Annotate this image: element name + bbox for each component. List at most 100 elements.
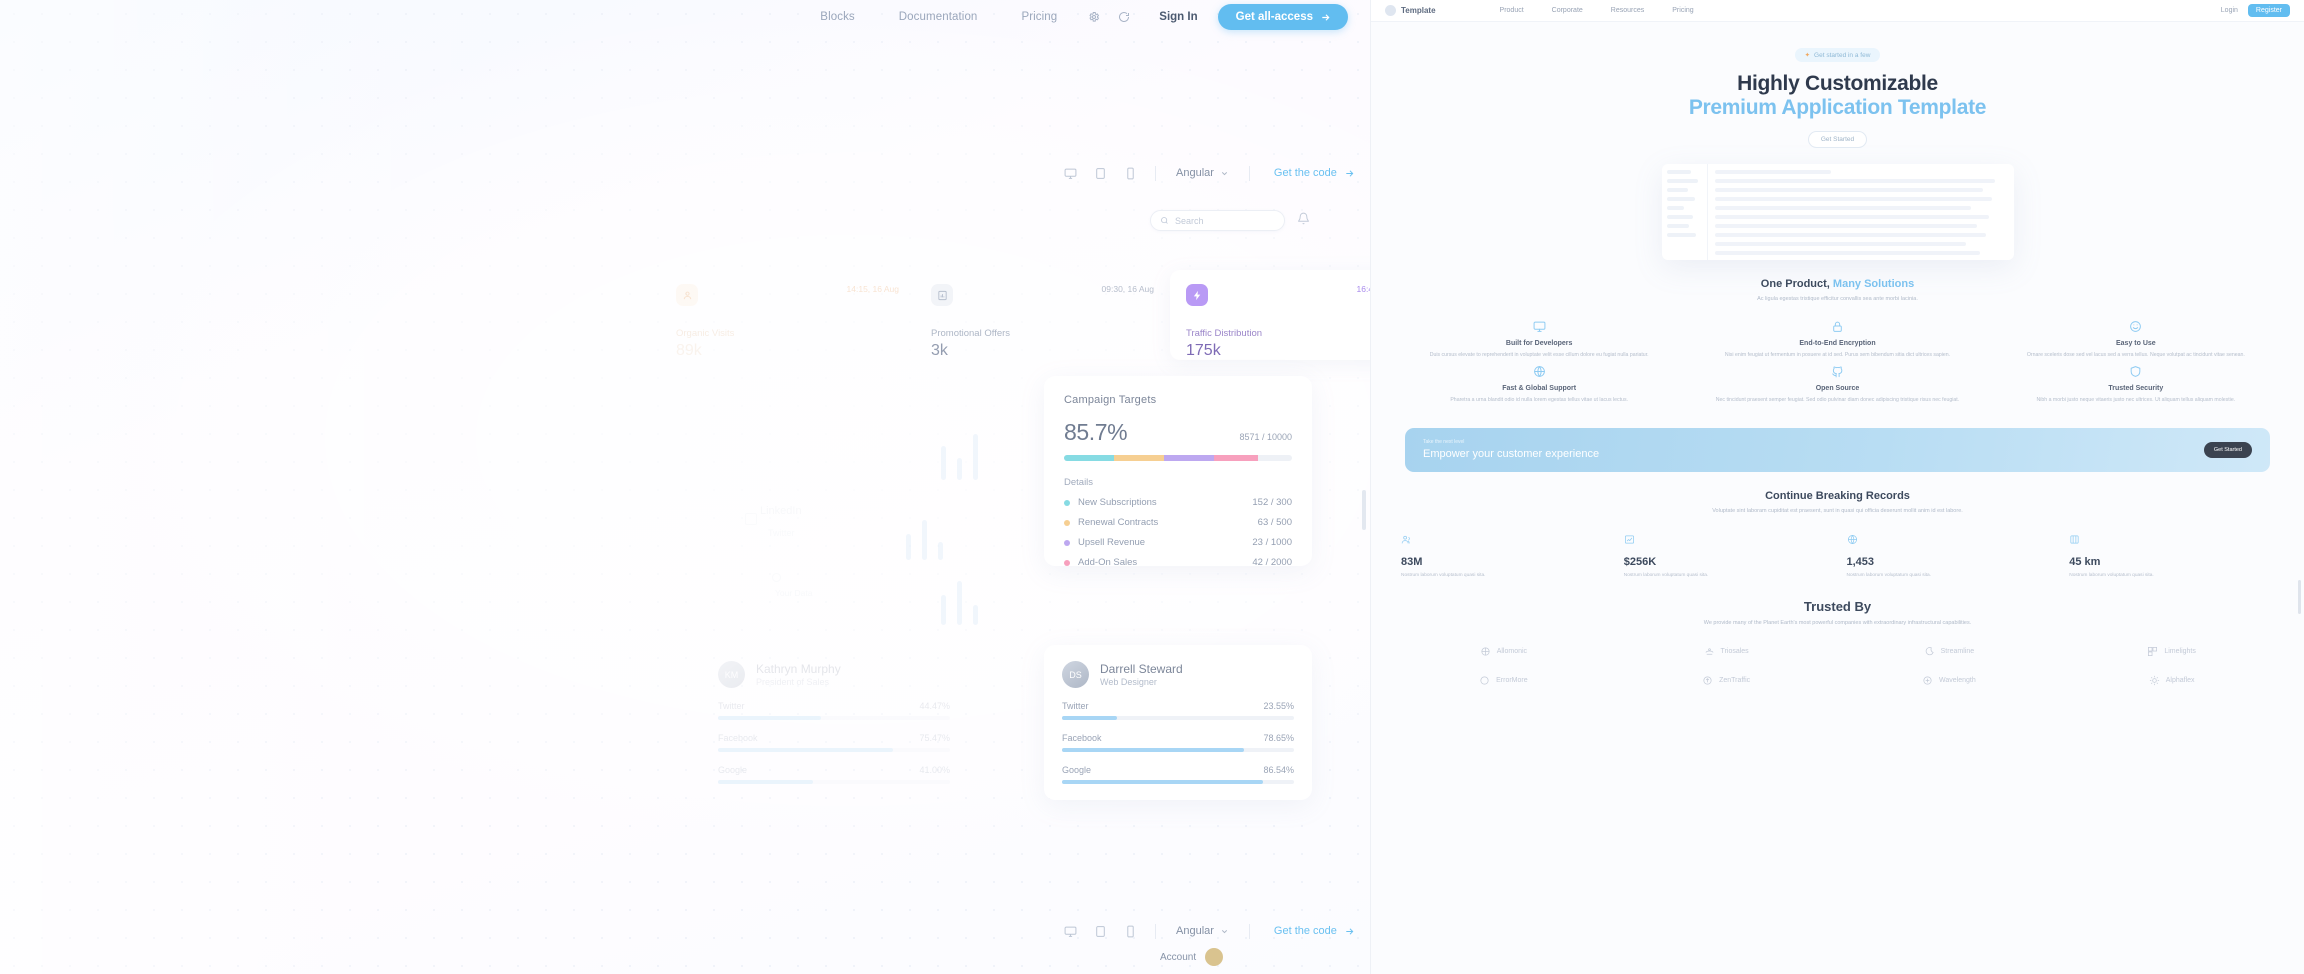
trusted-logo: Limelights bbox=[2065, 646, 2278, 657]
social-metric: Google 86.54% bbox=[1062, 765, 1294, 784]
mid-nav-pricing[interactable]: Pricing bbox=[1672, 7, 1694, 14]
social-metric-value: 23.55% bbox=[1263, 701, 1294, 711]
feature-desc: Pharetra a urna blandit odio id nulla lo… bbox=[1450, 396, 1628, 403]
social-metric-value: 86.54% bbox=[1263, 765, 1294, 775]
mobile-icon[interactable] bbox=[1115, 918, 1145, 944]
mid-nav-corporate[interactable]: Corporate bbox=[1551, 7, 1583, 14]
feature-desc: Ornare sceleris dose sed vel lacus sed a… bbox=[2026, 352, 2245, 359]
search-input[interactable]: Search bbox=[1150, 210, 1285, 231]
social-metric-fill bbox=[1062, 780, 1263, 784]
company-logo-icon bbox=[1923, 676, 1932, 685]
desktop-icon[interactable] bbox=[1055, 918, 1085, 944]
social-card-header: KM Kathryn Murphy President of Sales bbox=[718, 661, 950, 688]
social-metric: Facebook 75.47% bbox=[718, 733, 950, 752]
legend-dot bbox=[1064, 499, 1070, 506]
company-logo-icon bbox=[1480, 676, 1489, 685]
feature-item: End-to-End Encryption Nisi enim feugiat u… bbox=[1695, 320, 1979, 361]
social-metric-value: 78.65% bbox=[1263, 733, 1294, 743]
social-card-kathryn[interactable]: KM Kathryn Murphy President of Sales Twi… bbox=[700, 645, 968, 800]
nav-link-blocks[interactable]: Blocks bbox=[820, 11, 855, 23]
record-value: 45 km bbox=[2069, 555, 2101, 568]
feature-title: Easy to Use bbox=[2115, 340, 2156, 348]
campaign-detail-value: 152 / 300 bbox=[1252, 497, 1292, 508]
cta-get-started-button[interactable]: Get Started bbox=[2203, 441, 2252, 458]
social-card-name: Darrell Steward bbox=[1100, 662, 1183, 676]
sign-in-link[interactable]: Sign In bbox=[1159, 11, 1198, 23]
shield-icon bbox=[2008, 365, 2264, 378]
feature-title: Fast & Global Support bbox=[1502, 384, 1577, 392]
social-metric-track bbox=[1062, 780, 1294, 784]
trusted-logo: Streamline bbox=[1843, 646, 2056, 657]
gear-icon[interactable] bbox=[1081, 4, 1107, 30]
legend-dot bbox=[1064, 519, 1070, 526]
trusted-logo: Triosales bbox=[1620, 646, 1833, 657]
social-metric-fill bbox=[718, 716, 822, 720]
framework-select[interactable]: Angular bbox=[1166, 925, 1239, 937]
mobile-icon[interactable] bbox=[1115, 160, 1145, 186]
tablet-icon[interactable] bbox=[1085, 918, 1115, 944]
company-logo-icon bbox=[1705, 648, 1714, 655]
trusted-section: Trusted By We provide many of the Planet… bbox=[1371, 581, 2304, 686]
nav-link-pricing[interactable]: Pricing bbox=[1021, 11, 1058, 23]
social-metric-label: Facebook bbox=[1062, 733, 1102, 743]
stat-card-organic-visits[interactable]: 14:15, 16 Aug Organic Visits 89k bbox=[660, 270, 915, 360]
mid-nav-product[interactable]: Product bbox=[1499, 7, 1524, 14]
refresh-icon[interactable] bbox=[1111, 4, 1137, 30]
get-the-code-link[interactable]: Get the code bbox=[1260, 925, 1355, 937]
social-card-role: President of Sales bbox=[756, 677, 830, 687]
blocks-app-panel: Blocks Documentation Pricing Sign In Get… bbox=[0, 0, 1370, 974]
mini-chart-left bbox=[935, 420, 995, 480]
tablet-icon[interactable] bbox=[1085, 160, 1115, 186]
campaign-detail-value: 42 / 2000 bbox=[1252, 557, 1292, 568]
feature-title: Trusted Security bbox=[2108, 384, 2164, 392]
social-card-header: DS Darrell Steward Web Designer bbox=[1062, 661, 1294, 688]
account-chip-label: Account bbox=[1160, 951, 1197, 963]
stat-card-value: 175k bbox=[1186, 342, 1221, 359]
stat-card-traffic-distribution[interactable]: 16:45, 17 Aug Traffic Distribution 175k bbox=[1170, 270, 1370, 360]
stat-card-promotional-offers[interactable]: 09:30, 16 Aug Promotional Offers 3k bbox=[915, 270, 1170, 360]
nav-link-documentation[interactable]: Documentation bbox=[898, 11, 978, 23]
feature-desc: Duis cursus elevate to reprehenderit in … bbox=[1429, 352, 1649, 359]
search-area: Search bbox=[1150, 210, 1310, 231]
record-desc: Nostrum laborum voluptatum quasi sita. bbox=[1401, 572, 1486, 578]
globe-icon bbox=[1411, 365, 1667, 378]
faded-label-footer: Your Data bbox=[775, 588, 813, 598]
arrow-right-icon bbox=[1346, 169, 1354, 177]
mid-brand[interactable]: Template bbox=[1385, 5, 1436, 16]
trusted-subtitle: We provide many of the Planet Earth's mo… bbox=[1703, 619, 1972, 626]
stat-card-value: 3k bbox=[931, 342, 948, 359]
desktop-icon[interactable] bbox=[1055, 160, 1085, 186]
campaign-detail-name: Add-On Sales bbox=[1078, 557, 1138, 568]
cta-eyebrow: Take the next level bbox=[1423, 439, 1465, 446]
social-card-darrell[interactable]: DS Darrell Steward Web Designer Twitter 2… bbox=[1044, 645, 1312, 800]
mini-chart-right bbox=[935, 565, 995, 625]
user-icon bbox=[676, 284, 698, 306]
account-chip[interactable]: Account bbox=[1160, 948, 1224, 966]
social-metric-track bbox=[718, 716, 950, 720]
social-metric-line: Twitter 44.47% bbox=[718, 701, 950, 711]
notification-bell-icon[interactable] bbox=[1297, 212, 1310, 230]
get-the-code-link[interactable]: Get the code bbox=[1260, 167, 1355, 179]
get-all-access-button[interactable]: Get all-access bbox=[1217, 4, 1348, 30]
feature-item: Open Source Nec tincidunt praesent semper… bbox=[1695, 365, 1979, 406]
feature-desc: Nisi enim feugiat ut fermentum in posuer… bbox=[1724, 352, 1951, 359]
screenshot-sidebar bbox=[1662, 164, 1708, 260]
mid-login-link[interactable]: Login bbox=[2220, 7, 2238, 14]
social-metric-line: Facebook 78.65% bbox=[1062, 733, 1294, 743]
hero-get-started-button[interactable]: Get Started bbox=[1807, 131, 1868, 148]
social-metric: Facebook 78.65% bbox=[1062, 733, 1294, 752]
framework-select[interactable]: Angular bbox=[1166, 167, 1239, 179]
component-toolbar-top: Angular Get the code bbox=[1055, 160, 1355, 186]
campaign-fraction: 8571 / 10000 bbox=[1239, 432, 1292, 442]
social-metric-track bbox=[718, 780, 950, 784]
campaign-progress-segment-3 bbox=[1214, 455, 1258, 461]
scrollbar-thumb[interactable] bbox=[1362, 490, 1366, 530]
scrollbar-thumb[interactable] bbox=[2298, 580, 2301, 614]
campaign-progress-segment-0 bbox=[1064, 455, 1115, 461]
company-logo-icon bbox=[1925, 647, 1934, 656]
campaign-progress-segment-1 bbox=[1114, 455, 1165, 461]
mid-register-button[interactable]: Register bbox=[2247, 4, 2290, 17]
mid-nav-resources[interactable]: Resources bbox=[1610, 7, 1645, 14]
monitor-icon bbox=[1411, 320, 1667, 333]
social-metric-line: Google 41.00% bbox=[718, 765, 950, 775]
